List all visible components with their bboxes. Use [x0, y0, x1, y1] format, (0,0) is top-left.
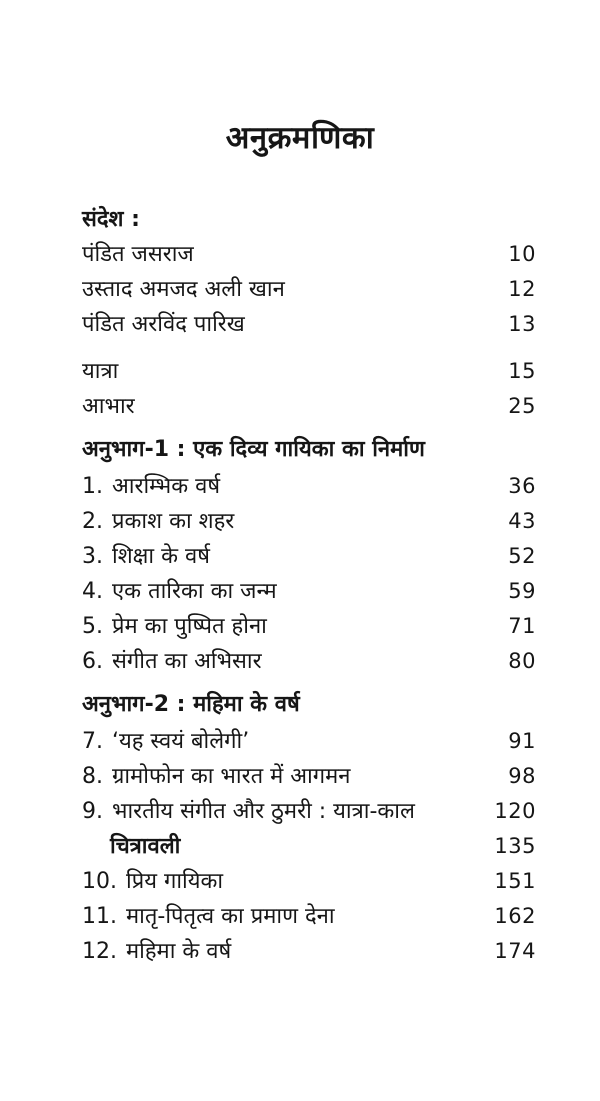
page-number: 59: [508, 579, 536, 603]
toc-row: 6. संगीत का अभिसार 80: [82, 644, 536, 679]
toc-row: 11. मातृ-पितृत्व का प्रमाण देना 162: [82, 899, 536, 934]
chapter-number: 9.: [82, 799, 103, 824]
chapter-number: 1.: [82, 474, 103, 499]
page-number: 174: [494, 939, 536, 963]
chapter-title: ग्रामोफोन का भारत में आगमन: [112, 764, 351, 789]
chapter-number: 2.: [82, 509, 103, 534]
toc-row: 5. प्रेम का पुष्पित होना 71: [82, 609, 536, 644]
chapter-number: 4.: [82, 579, 103, 604]
section-anubhag-1: अनुभाग-1 : एक दिव्य गायिका का निर्माण 1.…: [82, 432, 536, 679]
chapter-title: प्रकाश का शहर: [112, 509, 235, 534]
section-heading-label: अनुभाग-2 : महिमा के वर्ष: [82, 692, 300, 717]
chapter-title: मातृ-पितृत्व का प्रमाण देना: [126, 904, 335, 929]
toc-label: 6. संगीत का अभिसार: [82, 644, 262, 679]
section-heading: अनुभाग-1 : एक दिव्य गायिका का निर्माण: [82, 432, 536, 467]
section-heading-label: संदेश :: [82, 207, 140, 232]
section-heading-label: अनुभाग-1 : एक दिव्य गायिका का निर्माण: [82, 437, 425, 462]
toc-label: 12. महिमा के वर्ष: [82, 934, 231, 969]
toc-label: 4. एक तारिका का जन्म: [82, 574, 277, 609]
toc-row: उस्ताद अमजद अली खान 12: [82, 272, 536, 307]
chapter-title: भारतीय संगीत और ठुमरी : यात्रा-काल: [112, 799, 415, 824]
toc-row: पंडित जसराज 10: [82, 237, 536, 272]
toc-row: पंडित अरविंद पारिख 13: [82, 307, 536, 342]
page-number: 80: [508, 649, 536, 673]
toc-label: 8. ग्रामोफोन का भारत में आगमन: [82, 759, 351, 794]
toc-label: यात्रा: [82, 359, 119, 384]
toc-label: आभार: [82, 394, 135, 419]
chapter-title: प्रेम का पुष्पित होना: [112, 614, 267, 639]
chapter-number: 11.: [82, 904, 117, 929]
page-number: 43: [508, 509, 536, 533]
toc-label: 10. प्रिय गायिका: [82, 864, 223, 899]
toc-row: 2. प्रकाश का शहर 43: [82, 504, 536, 539]
page-number: 151: [494, 869, 536, 893]
toc-row: 10. प्रिय गायिका 151: [82, 864, 536, 899]
chapter-title: ‘यह स्वयं बोलेगी’: [112, 729, 250, 754]
toc-label: पंडित जसराज: [82, 242, 194, 267]
chapter-number: 6.: [82, 649, 103, 674]
toc-row: 9. भारतीय संगीत और ठुमरी : यात्रा-काल 120: [82, 794, 536, 829]
toc-row: 12. महिमा के वर्ष 174: [82, 934, 536, 969]
page-number: 91: [508, 729, 536, 753]
toc-row: 3. शिक्षा के वर्ष 52: [82, 539, 536, 574]
page-number: 135: [494, 834, 536, 858]
page-number: 71: [508, 614, 536, 638]
toc-label: 7. ‘यह स्वयं बोलेगी’: [82, 724, 249, 759]
toc-row: 8. ग्रामोफोन का भारत में आगमन 98: [82, 759, 536, 794]
toc-label: 9. भारतीय संगीत और ठुमरी : यात्रा-काल: [82, 794, 415, 829]
page-number: 13: [508, 312, 536, 336]
toc-label: पंडित अरविंद पारिख: [82, 312, 245, 337]
page-title: अनुक्रमणिका: [225, 120, 375, 156]
page-number: 12: [508, 277, 536, 301]
chapter-number: 3.: [82, 544, 103, 569]
chapter-title: शिक्षा के वर्ष: [112, 544, 210, 569]
chapter-number: 12.: [82, 939, 117, 964]
toc-row: 4. एक तारिका का जन्म 59: [82, 574, 536, 609]
chapter-number: 10.: [82, 869, 117, 894]
section-heading: संदेश :: [82, 202, 536, 237]
chapter-title: संगीत का अभिसार: [112, 649, 262, 674]
toc-label: 11. मातृ-पितृत्व का प्रमाण देना: [82, 899, 335, 934]
toc-row: आभार 25: [82, 389, 536, 424]
toc-row: यात्रा 15: [82, 354, 536, 389]
section-yatra-aabhar: यात्रा 15 आभार 25: [82, 354, 536, 424]
section-heading: अनुभाग-2 : महिमा के वर्ष: [82, 687, 536, 722]
page-number: 162: [494, 904, 536, 928]
toc-label: 1. आरम्भिक वर्ष: [82, 469, 220, 504]
page-number: 120: [494, 799, 536, 823]
chapter-title: महिमा के वर्ष: [126, 939, 232, 964]
toc-row: 7. ‘यह स्वयं बोलेगी’ 91: [82, 724, 536, 759]
toc-label: उस्ताद अमजद अली खान: [82, 277, 285, 302]
toc-label: 5. प्रेम का पुष्पित होना: [82, 609, 267, 644]
chapter-number: 5.: [82, 614, 103, 639]
page-number: 10: [508, 242, 536, 266]
chapter-number: 7.: [82, 729, 103, 754]
page-number: 36: [508, 474, 536, 498]
chapter-number: 8.: [82, 764, 103, 789]
toc-row-chitravali: चित्रावली 135: [82, 829, 536, 864]
page-number: 98: [508, 764, 536, 788]
table-of-contents: संदेश : पंडित जसराज 10 उस्ताद अमजद अली ख…: [0, 202, 600, 969]
page-number: 25: [508, 394, 536, 418]
chapter-title: प्रिय गायिका: [126, 869, 224, 894]
page-number: 15: [508, 359, 536, 383]
book-page: अनुक्रमणिका संदेश : पंडित जसराज 10 उस्ता…: [0, 116, 600, 1101]
section-sandesh: संदेश : पंडित जसराज 10 उस्ताद अमजद अली ख…: [82, 202, 536, 342]
page-number: 52: [508, 544, 536, 568]
toc-label: चित्रावली: [110, 834, 181, 859]
toc-label: 2. प्रकाश का शहर: [82, 504, 234, 539]
toc-row: 1. आरम्भिक वर्ष 36: [82, 469, 536, 504]
toc-label: 3. शिक्षा के वर्ष: [82, 539, 210, 574]
chapter-title: आरम्भिक वर्ष: [112, 474, 221, 499]
chapter-title: एक तारिका का जन्म: [112, 579, 277, 604]
section-anubhag-2: अनुभाग-2 : महिमा के वर्ष 7. ‘यह स्वयं बोल…: [82, 687, 536, 969]
